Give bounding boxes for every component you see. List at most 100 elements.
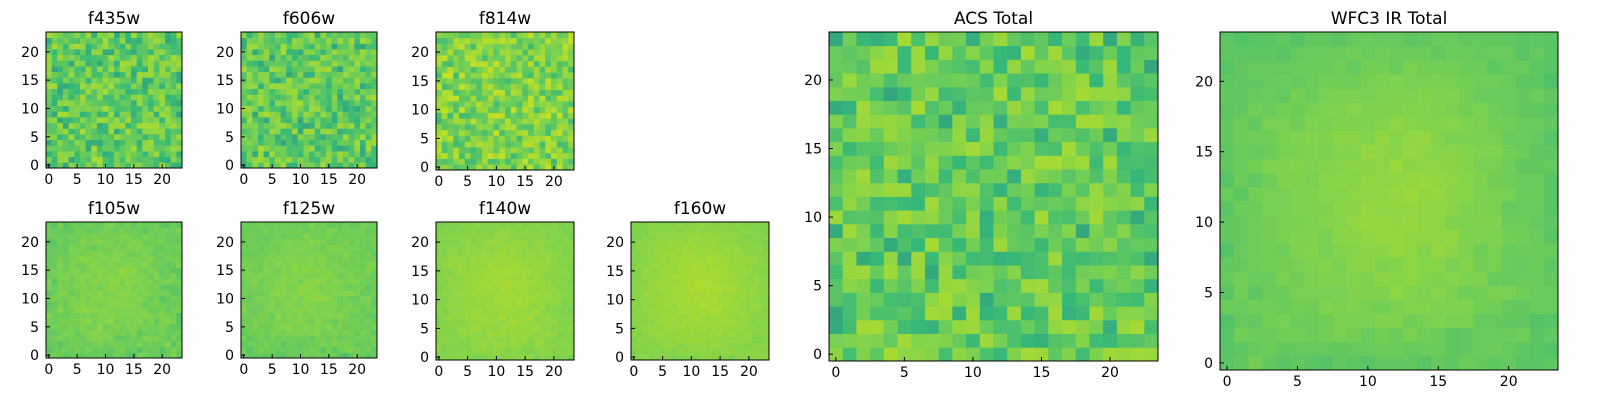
heatmap-cell xyxy=(499,291,506,298)
heatmap-cell xyxy=(371,94,378,101)
heatmap-cell xyxy=(642,348,649,355)
heatmap-cell xyxy=(648,296,655,303)
heatmap-cell xyxy=(499,164,506,171)
heatmap-cell xyxy=(360,233,367,240)
heatmap-cell xyxy=(539,337,546,344)
panel-title: f435w xyxy=(88,9,140,29)
heatmap-cell xyxy=(1144,114,1159,129)
heatmap-cell xyxy=(176,227,183,234)
heatmap-cell xyxy=(482,273,489,280)
heatmap-cell xyxy=(856,86,871,101)
heatmap-cell xyxy=(677,245,684,252)
heatmap-cell xyxy=(1360,341,1376,357)
heatmap-cell xyxy=(263,139,270,146)
heatmap-cell xyxy=(148,352,155,359)
heatmap-cell xyxy=(1048,182,1063,197)
heatmap-cell xyxy=(436,158,443,165)
heatmap-cell xyxy=(125,128,132,135)
heatmap-cell xyxy=(487,337,494,344)
heatmap-cell xyxy=(734,279,741,286)
heatmap-cell xyxy=(682,337,689,344)
heatmap-cell xyxy=(97,37,104,44)
heatmap-cell xyxy=(365,250,372,257)
heatmap-cell xyxy=(1020,32,1036,47)
heatmap-cell xyxy=(522,83,529,90)
heatmap-cell xyxy=(671,291,678,298)
heatmap-cell xyxy=(993,100,1008,115)
heatmap-cell xyxy=(153,83,160,90)
heatmap-cell xyxy=(842,251,857,266)
heatmap-cell xyxy=(170,329,177,336)
heatmap-cell xyxy=(717,348,724,355)
heatmap-cell xyxy=(659,245,666,252)
heatmap-cell xyxy=(165,346,172,353)
heatmap-cell xyxy=(360,60,367,67)
heatmap-cell xyxy=(746,308,753,315)
heatmap-cell xyxy=(74,222,81,229)
heatmap-cell xyxy=(938,114,953,129)
heatmap-cell xyxy=(1220,257,1235,272)
heatmap-cell xyxy=(331,134,338,141)
heatmap-cell xyxy=(74,341,81,348)
heatmap-cell xyxy=(516,118,523,125)
heatmap-cell xyxy=(320,295,327,302)
heatmap-cell xyxy=(91,77,98,84)
heatmap-cell xyxy=(453,319,460,326)
heatmap-cell xyxy=(979,59,994,74)
heatmap-cell xyxy=(314,222,321,229)
heatmap-cell xyxy=(63,139,70,146)
heatmap-cell xyxy=(159,88,166,95)
heatmap-cell xyxy=(648,227,655,234)
heatmap-cell xyxy=(545,319,552,326)
heatmap-cell xyxy=(102,318,109,325)
heatmap-cell xyxy=(464,342,471,349)
heatmap-cell xyxy=(1048,127,1063,143)
heatmap-cell xyxy=(153,60,160,67)
heatmap-cell xyxy=(51,284,58,291)
heatmap-cell xyxy=(320,66,327,73)
heatmap-cell xyxy=(829,319,844,334)
heatmap-cell xyxy=(331,244,338,251)
heatmap-cell xyxy=(883,32,898,47)
x-axis-ticks: 0 5 10 15 20 xyxy=(831,357,1119,381)
heatmap-cell xyxy=(711,291,718,298)
heatmap-cell xyxy=(74,111,81,118)
heatmap-cell xyxy=(292,278,299,285)
heatmap-cell xyxy=(453,342,460,349)
heatmap-cell xyxy=(856,59,871,74)
heatmap-cell xyxy=(286,244,293,251)
heatmap-cell xyxy=(464,285,471,292)
heatmap-cell xyxy=(1445,327,1460,343)
heatmap-cell xyxy=(309,105,316,112)
heatmap-cell xyxy=(246,88,253,95)
heatmap-cell xyxy=(114,145,121,152)
heatmap-cell xyxy=(57,267,64,274)
heatmap-cell xyxy=(464,227,471,234)
heatmap-cell xyxy=(365,318,372,325)
heatmap-cell xyxy=(303,156,310,163)
heatmap-cell xyxy=(642,325,649,332)
heatmap-cell xyxy=(51,318,58,325)
heatmap-cell xyxy=(528,101,535,108)
heatmap-cell xyxy=(108,267,115,274)
heatmap-cell xyxy=(269,301,276,308)
heatmap-cell xyxy=(453,152,460,159)
heatmap-cell xyxy=(348,49,355,56)
heatmap-cell xyxy=(562,118,569,125)
heatmap-cell xyxy=(829,45,844,60)
heatmap-cell xyxy=(125,307,132,314)
heatmap-cell xyxy=(505,37,512,44)
heatmap-cell xyxy=(1034,32,1049,47)
heatmap-cell xyxy=(482,331,489,338)
heatmap-cell xyxy=(131,341,138,348)
heatmap-cell xyxy=(447,285,454,292)
heatmap-cell xyxy=(470,60,477,67)
heatmap-cell xyxy=(476,314,483,321)
heatmap-cell xyxy=(297,66,304,73)
heatmap-cell xyxy=(125,111,132,118)
heatmap-cell xyxy=(343,301,350,308)
heatmap-cell xyxy=(286,60,293,67)
heatmap-cell xyxy=(136,256,143,263)
heatmap-cell xyxy=(292,290,299,297)
heatmap-cell xyxy=(114,250,121,257)
